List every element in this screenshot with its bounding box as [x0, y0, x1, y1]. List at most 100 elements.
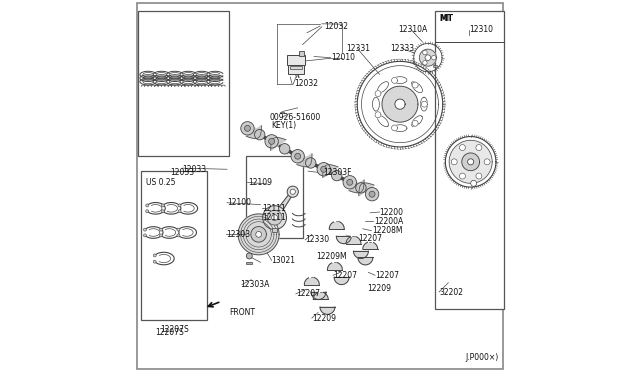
Circle shape — [343, 176, 356, 189]
Polygon shape — [305, 277, 319, 285]
Bar — [246, 156, 303, 238]
Circle shape — [431, 55, 436, 60]
Polygon shape — [270, 138, 289, 155]
Polygon shape — [272, 191, 294, 219]
Polygon shape — [251, 227, 266, 242]
Text: 12207S: 12207S — [155, 328, 184, 337]
Polygon shape — [378, 82, 388, 93]
Polygon shape — [419, 49, 436, 66]
Text: 12330: 12330 — [305, 235, 329, 244]
Circle shape — [321, 166, 326, 172]
Polygon shape — [238, 214, 279, 255]
Polygon shape — [449, 140, 492, 183]
Circle shape — [146, 204, 148, 207]
Bar — [141, 171, 207, 320]
Polygon shape — [349, 180, 364, 193]
Polygon shape — [378, 116, 388, 126]
Circle shape — [356, 183, 366, 193]
Text: J.P000×): J.P000×) — [465, 353, 499, 362]
Circle shape — [178, 210, 181, 213]
Text: 12111: 12111 — [262, 204, 286, 213]
Polygon shape — [375, 112, 381, 118]
Circle shape — [317, 163, 330, 176]
Circle shape — [177, 228, 180, 231]
Circle shape — [146, 210, 148, 213]
Polygon shape — [358, 257, 373, 265]
Circle shape — [476, 145, 482, 151]
Bar — [138, 11, 229, 156]
Polygon shape — [382, 86, 418, 122]
Text: 12303F: 12303F — [323, 169, 351, 177]
Circle shape — [290, 189, 295, 194]
Polygon shape — [271, 138, 286, 150]
Bar — [289, 66, 302, 69]
Text: 12303A: 12303A — [240, 280, 269, 289]
Polygon shape — [392, 125, 397, 131]
Text: 12010: 12010 — [331, 53, 355, 62]
Text: 12208M: 12208M — [372, 226, 403, 235]
Polygon shape — [323, 165, 338, 177]
Text: 12209: 12209 — [312, 314, 336, 323]
Polygon shape — [322, 167, 340, 181]
Polygon shape — [346, 236, 361, 244]
Polygon shape — [330, 221, 344, 229]
Text: 12200A: 12200A — [374, 217, 403, 226]
Circle shape — [484, 159, 490, 165]
Circle shape — [460, 145, 465, 151]
Text: 12100: 12100 — [227, 198, 251, 207]
Circle shape — [451, 159, 457, 165]
Circle shape — [267, 210, 282, 225]
Circle shape — [244, 125, 250, 131]
Circle shape — [143, 228, 147, 231]
Circle shape — [291, 150, 305, 163]
Text: KEY(1): KEY(1) — [271, 121, 297, 130]
Polygon shape — [412, 120, 418, 126]
Circle shape — [255, 129, 265, 140]
Bar — [280, 112, 284, 113]
Bar — [300, 51, 304, 56]
Text: 12032: 12032 — [294, 79, 318, 88]
Circle shape — [280, 144, 290, 154]
Text: FRONT: FRONT — [229, 308, 255, 317]
Circle shape — [161, 210, 164, 213]
Text: 12109: 12109 — [248, 178, 273, 187]
Circle shape — [476, 173, 482, 179]
Text: 12209M: 12209M — [316, 252, 347, 261]
Text: MT: MT — [439, 14, 453, 23]
Circle shape — [365, 187, 379, 201]
Circle shape — [347, 179, 353, 185]
Text: 32202: 32202 — [439, 288, 463, 296]
Circle shape — [470, 180, 477, 186]
Text: 12207S: 12207S — [160, 325, 189, 334]
Polygon shape — [392, 77, 397, 83]
Polygon shape — [420, 97, 428, 111]
Bar — [272, 228, 277, 232]
Circle shape — [159, 234, 163, 237]
Circle shape — [159, 228, 163, 231]
Polygon shape — [349, 182, 361, 188]
Circle shape — [262, 206, 287, 230]
Text: 12303: 12303 — [227, 230, 250, 239]
Text: 00926-51600: 00926-51600 — [270, 113, 321, 122]
Circle shape — [269, 138, 275, 144]
Text: MT: MT — [439, 14, 451, 23]
Text: 12331: 12331 — [346, 44, 370, 53]
Polygon shape — [421, 101, 428, 107]
Circle shape — [369, 191, 375, 197]
Circle shape — [241, 122, 254, 135]
Circle shape — [161, 204, 164, 207]
Bar — [435, 11, 504, 309]
Text: 12207: 12207 — [333, 271, 357, 280]
Polygon shape — [393, 125, 407, 132]
Polygon shape — [395, 99, 405, 109]
Text: 12209: 12209 — [367, 284, 392, 293]
Polygon shape — [337, 236, 351, 244]
Text: 12032: 12032 — [324, 22, 348, 31]
Polygon shape — [320, 307, 335, 314]
Polygon shape — [412, 82, 418, 88]
Text: 12200: 12200 — [380, 208, 404, 217]
Polygon shape — [412, 82, 422, 93]
Circle shape — [287, 186, 298, 197]
Text: US 0.25: US 0.25 — [146, 178, 175, 187]
Bar — [246, 262, 252, 264]
